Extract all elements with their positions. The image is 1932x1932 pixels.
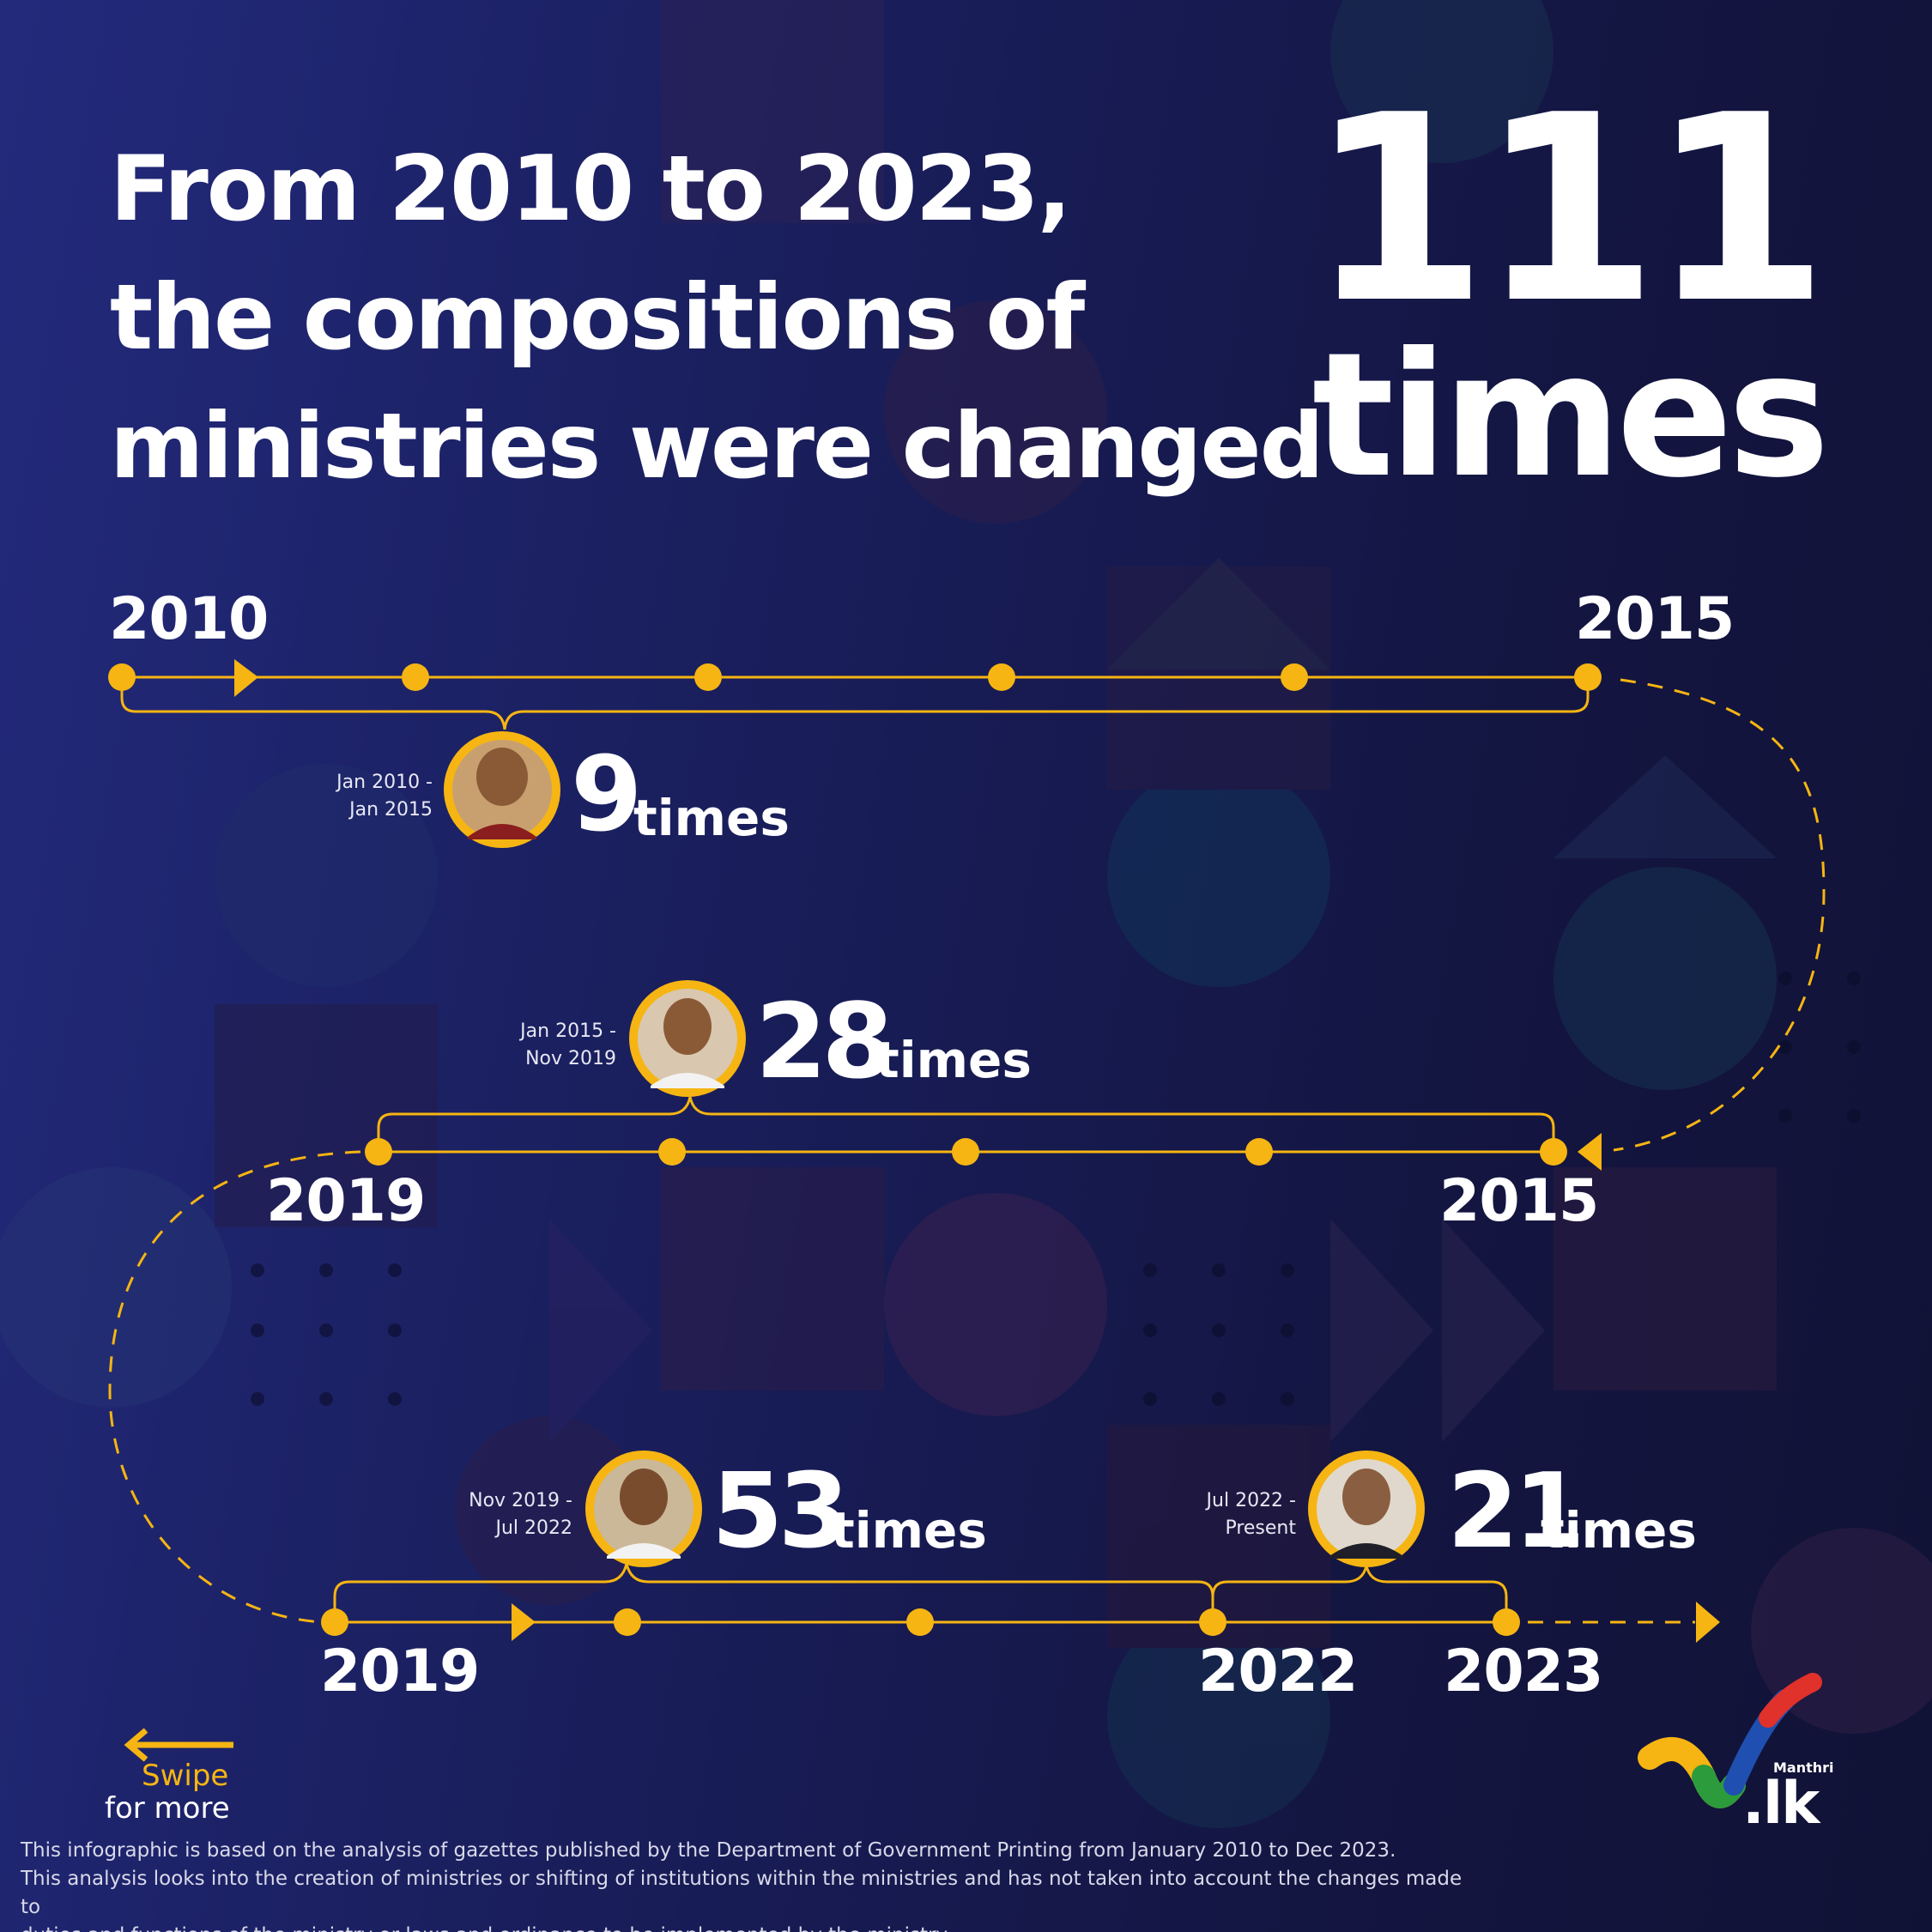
portrait-avatar-3: [585, 1451, 702, 1567]
bracket-row2: [377, 1096, 1555, 1152]
arrow-right-icon: [234, 659, 258, 697]
change-count-3: 53: [712, 1452, 850, 1572]
change-unit-3: times: [831, 1501, 987, 1560]
timeline-node: [1540, 1138, 1567, 1166]
term-range-1-line2: Jan 2015: [349, 799, 433, 821]
total-number: 111: [1308, 60, 1829, 360]
footnote: This infographic is based on the analysi…: [21, 1837, 1480, 1932]
term-range-4-line2: Present: [1225, 1517, 1296, 1539]
timeline-node: [1281, 663, 1308, 691]
footnote-line2: This analysis looks into the creation of…: [21, 1868, 1463, 1918]
term-range-2-line2: Nov 2019: [525, 1048, 616, 1069]
bg-circle: [1553, 867, 1777, 1090]
bracket-row1: [120, 677, 1590, 730]
timeline-node: [1574, 663, 1602, 691]
portrait-avatar-1: [444, 731, 560, 848]
bracket-row3a: [333, 1563, 1214, 1622]
footnote-line1: This infographic is based on the analysi…: [21, 1839, 1396, 1862]
term-range-4-line1: Jul 2022 -: [1206, 1490, 1296, 1511]
timeline-node: [365, 1138, 392, 1166]
bg-triangle: [1330, 1219, 1433, 1442]
swipe-label[interactable]: Swipe: [142, 1759, 229, 1793]
timeline-node: [321, 1608, 348, 1636]
bg-triangle: [1107, 558, 1330, 669]
term-range-1: Jan 2010 - Jan 2015: [336, 769, 433, 824]
change-count-2: 28: [755, 983, 893, 1102]
term-range-3-line2: Jul 2022: [495, 1517, 572, 1539]
bg-circle: [1107, 1605, 1330, 1828]
term-range-3: Nov 2019 - Jul 2022: [469, 1487, 572, 1542]
bg-circle: [1107, 764, 1330, 987]
bg-circle: [215, 764, 438, 987]
term-range-1-line1: Jan 2010 -: [336, 772, 433, 793]
year-label-2019-bottom: 2019: [320, 1638, 480, 1705]
term-range-2: Jan 2015 - Nov 2019: [520, 1018, 616, 1073]
timeline-node: [1493, 1608, 1520, 1636]
bracket-row3b: [1211, 1565, 1508, 1622]
change-unit-2: times: [875, 1031, 1032, 1089]
dashed-connector-right: [1613, 678, 1826, 1152]
bg-circle: [884, 300, 1107, 524]
bg-square: [661, 1167, 884, 1390]
bg-triangle: [1553, 755, 1777, 858]
bg-square: [1553, 1167, 1777, 1390]
bg-circle: [455, 1416, 644, 1605]
timeline-node: [952, 1138, 979, 1166]
year-label-2010: 2010: [109, 585, 269, 653]
timeline-node: [402, 663, 429, 691]
portrait-avatar-2: [629, 980, 746, 1097]
change-count-4: 21: [1447, 1452, 1585, 1572]
bg-circle: [0, 1167, 232, 1408]
timeline-node: [658, 1138, 686, 1166]
swipe-arrow-icon[interactable]: [124, 1728, 233, 1762]
total-unit: times: [1311, 316, 1830, 516]
change-count-1: 9: [571, 736, 642, 855]
change-unit-1: times: [633, 789, 790, 847]
manthri-logo-icon: [1638, 1673, 1822, 1808]
logo-domain-text: .lk: [1742, 1770, 1820, 1838]
timeline-node: [694, 663, 722, 691]
timeline-node: [906, 1608, 934, 1636]
headline-line3: ministries were changed: [110, 394, 1324, 499]
term-range-3-line1: Nov 2019 -: [469, 1490, 572, 1511]
year-label-2015-top: 2015: [1575, 585, 1735, 653]
headline: From 2010 to 2023, the compositions of m…: [110, 124, 1324, 511]
logo-small-text: Manthri: [1773, 1759, 1834, 1776]
term-range-4: Jul 2022 - Present: [1207, 1487, 1296, 1542]
dashed-connector-left: [108, 1150, 361, 1624]
timeline-node: [614, 1608, 641, 1636]
year-label-2015-mid: 2015: [1439, 1167, 1599, 1235]
footnote-line3: duties and functions of the ministry or …: [21, 1922, 1480, 1932]
bg-triangle: [1442, 1219, 1545, 1442]
arrow-right-icon: [512, 1603, 536, 1641]
timeline-node: [988, 663, 1015, 691]
bg-dot-grid: [251, 972, 1861, 1406]
year-label-2019-mid: 2019: [266, 1167, 426, 1235]
year-label-2022: 2022: [1198, 1638, 1358, 1705]
arrow-left-icon: [1578, 1133, 1602, 1171]
term-range-2-line1: Jan 2015 -: [520, 1021, 616, 1042]
change-unit-4: times: [1541, 1501, 1697, 1560]
bg-triangle: [549, 1219, 652, 1442]
bg-square: [661, 0, 884, 223]
bg-circle: [884, 1193, 1107, 1416]
swipe-subtext[interactable]: for more: [105, 1791, 230, 1826]
headline-line1: From 2010 to 2023,: [110, 136, 1072, 241]
arrow-right-icon: [1696, 1602, 1720, 1643]
year-label-2023: 2023: [1444, 1638, 1603, 1705]
timeline-node: [1199, 1608, 1226, 1636]
headline-line2: the compositions of: [110, 265, 1085, 370]
bg-square: [215, 1004, 438, 1227]
timeline-node: [1245, 1138, 1273, 1166]
portrait-avatar-4: [1308, 1451, 1425, 1567]
bg-circle: [1330, 0, 1553, 163]
timeline-node: [108, 663, 136, 691]
